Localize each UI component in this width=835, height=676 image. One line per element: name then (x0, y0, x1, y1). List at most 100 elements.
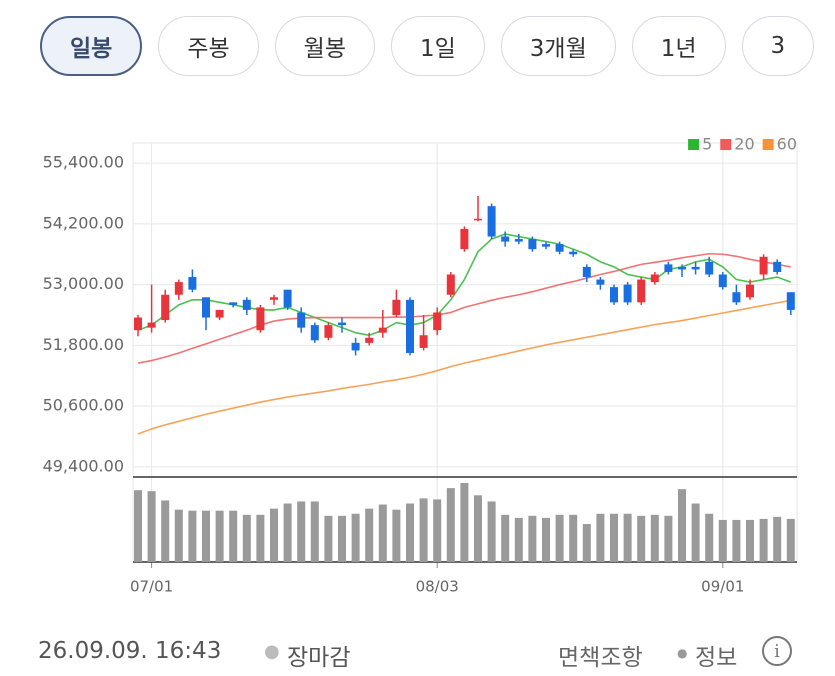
candle-body (297, 312, 306, 328)
volume-bar (297, 501, 306, 562)
candle-body (705, 261, 714, 275)
volume-bar (528, 515, 537, 562)
candle-body (637, 279, 646, 303)
candle-body (270, 297, 278, 300)
candle-body (283, 289, 292, 308)
volume-bar (501, 514, 510, 562)
volume-bar (582, 524, 591, 562)
legend-label: 5 (702, 135, 712, 154)
volume-bar (324, 515, 333, 562)
candle-body (419, 335, 428, 348)
timestamp: 26.09.09. 16:43 (38, 638, 222, 664)
disclaimer-link[interactable]: 면책조항 (558, 645, 643, 671)
candle-body (759, 256, 768, 275)
volume-bar (446, 488, 455, 562)
candle-body (650, 274, 659, 283)
candle-body (188, 277, 197, 290)
period-tab[interactable]: 1년 (631, 16, 726, 76)
volume-bar (460, 483, 469, 562)
candle-body (446, 274, 455, 295)
period-tab[interactable]: 3 (741, 16, 815, 76)
volume-bar (351, 513, 360, 562)
y-tick-label: 49,400.00 (43, 456, 124, 475)
period-tab[interactable]: 월봉 (274, 16, 375, 76)
period-tab[interactable]: 주봉 (158, 16, 259, 76)
volume-bar (338, 515, 346, 562)
info-link[interactable]: 정보 (695, 645, 738, 671)
candle-body (555, 244, 564, 252)
volume-bar (542, 517, 550, 562)
candle-body (134, 317, 142, 331)
volume-bar (283, 503, 292, 562)
volume-bar (555, 514, 564, 562)
volume-bar (310, 501, 319, 562)
candle-body (147, 322, 156, 328)
period-tab[interactable]: 1일 (390, 16, 485, 76)
volume-bar (174, 509, 183, 562)
volume-bar (746, 519, 754, 562)
candle-body (161, 294, 170, 321)
legend-swatch (720, 139, 732, 150)
candle-body (174, 282, 183, 295)
y-tick-label: 54,200.00 (43, 213, 124, 232)
info-icon[interactable]: i (762, 636, 792, 666)
legend-swatch (762, 139, 774, 150)
candle-body (215, 309, 224, 318)
candle-body (474, 218, 482, 221)
candle-body (746, 284, 754, 298)
candle-body (514, 239, 523, 242)
volume-bar (773, 516, 782, 562)
period-tab[interactable]: 일봉 (40, 16, 143, 76)
volume-bar (433, 499, 442, 562)
y-tick-label: 53,000.00 (43, 274, 124, 293)
separator-dot: ● (264, 641, 280, 662)
x-tick-label: 07/01 (130, 578, 173, 596)
candle-body (324, 325, 333, 338)
volume-bar (215, 510, 224, 562)
volume-bar (134, 490, 142, 562)
volume-bar (229, 510, 238, 562)
candle-body (664, 264, 673, 272)
candle-body (202, 297, 210, 318)
candle-body (351, 342, 360, 351)
candle-body (338, 322, 346, 326)
candle-body (582, 266, 591, 278)
volume-bar (705, 513, 714, 562)
candle-body (773, 261, 782, 272)
candle-body (542, 244, 550, 247)
candle-body (528, 239, 537, 250)
candle-body (718, 274, 727, 288)
volume-bar (637, 515, 646, 562)
volume-bar (623, 513, 632, 562)
candle-body (678, 266, 686, 270)
volume-bar (242, 514, 251, 562)
y-tick-label: 55,400.00 (43, 153, 124, 172)
volume-bar (256, 514, 265, 562)
volume-bar (596, 513, 605, 562)
candle-body (392, 299, 401, 315)
candle-body (610, 287, 618, 303)
volume-bar (161, 500, 170, 562)
candle-body (406, 299, 414, 353)
volume-bar (514, 517, 523, 562)
volume-bar (365, 508, 374, 562)
period-tab[interactable]: 3개월 (500, 16, 616, 76)
volume-bar (378, 504, 387, 562)
chart: 49,400.00 50,600.00 51,800.00 53,000.00 54,2… (43, 135, 798, 596)
candle-body (433, 312, 442, 331)
volume-bar (474, 495, 482, 562)
volume-bar (610, 513, 618, 562)
legend-swatch (688, 139, 700, 150)
y-tick-label: 50,600.00 (43, 396, 124, 415)
x-tick-label: 08/03 (416, 578, 459, 596)
legend-label: 60 (777, 135, 797, 154)
footer: 26.09.09. 16:43 ● 장마감 면책조항 ● 정보 i (38, 632, 798, 676)
y-tick-label: 51,800.00 (43, 335, 124, 354)
ma-line (137, 299, 791, 435)
candle-body (460, 228, 469, 250)
candle-body (596, 279, 605, 285)
ma-line (137, 252, 791, 364)
volume-bar (786, 518, 795, 562)
volume-bar (419, 498, 428, 562)
